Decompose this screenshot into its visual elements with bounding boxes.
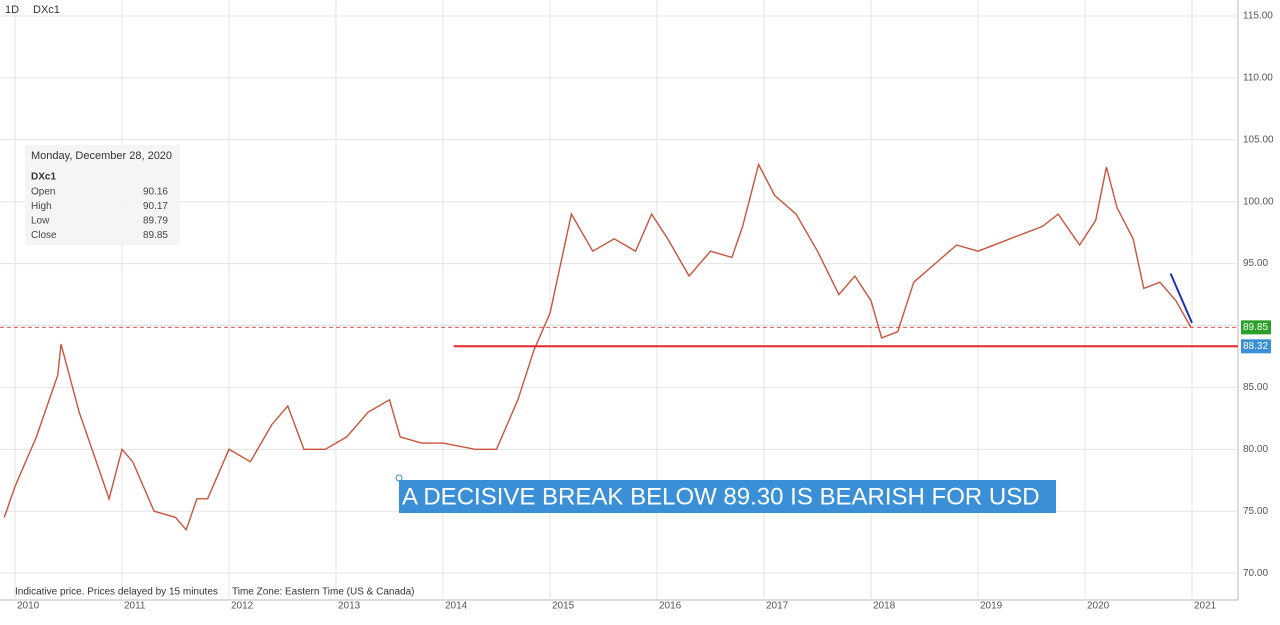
info-label: Low [31,216,50,227]
annotation-box [399,480,1056,513]
last-price-tag [1241,320,1271,335]
x-tick-label: 2013 [338,601,361,612]
support-tag [1241,339,1271,354]
y-tick-label: 75.00 [1243,506,1268,517]
info-value: 90.17 [143,201,168,212]
footer-note: Indicative price. Prices delayed by 15 m… [15,587,218,598]
support-label: 88.32 [1243,341,1268,352]
y-tick-label: 105.00 [1243,134,1274,145]
info-value: 89.79 [143,216,168,227]
info-date: Monday, December 28, 2020 [31,150,172,162]
x-tick-label: 2014 [445,601,468,612]
x-tick-label: 2011 [124,601,146,612]
y-tick-label: 85.00 [1243,382,1268,393]
x-tick-label: 2020 [1087,601,1110,612]
plot [0,162,1238,532]
trendline [1169,273,1193,324]
y-tick-label: 100.00 [1243,196,1274,207]
info-value: 89.85 [143,230,168,241]
symbol: DXc1 [33,4,60,16]
info-value: 90.16 [143,187,168,198]
y-tick-label: 110.00 [1243,73,1273,84]
y-tick-label: 95.00 [1243,258,1268,269]
info-rows: Open 90.16 High 90.17 Low 89.79 Close 89.85 [31,187,168,242]
info-label: Close [31,230,57,241]
x-tick-label: 2021 [1194,601,1217,612]
x-tick-label: 2010 [17,601,40,612]
x-tick-label: 2019 [980,601,1003,612]
info-label: Open [31,187,55,198]
info-box [25,145,180,245]
x-tick-label: 2012 [231,601,254,612]
y-tick-label: 70.00 [1243,568,1268,579]
y-tick-label: 80.00 [1243,444,1268,455]
footer-timezone: Time Zone: Eastern Time (US & Canada) [232,587,414,598]
last-price-label: 89.85 [1243,322,1268,333]
price-line [3,162,1192,532]
x-tick-label: 2016 [659,601,682,612]
interval: 1D [5,4,19,16]
annotation: A DECISIVE BREAK BELOW 89.30 IS BEARISH … [402,483,1040,510]
x-tick-label: 2017 [766,601,789,612]
info-label: High [31,201,52,212]
x-tick-label: 2018 [873,601,896,612]
y-tick-label: 115.00 [1243,11,1273,22]
info-symbol: DXc1 [31,172,56,183]
x-tick-label: 2015 [552,601,575,612]
